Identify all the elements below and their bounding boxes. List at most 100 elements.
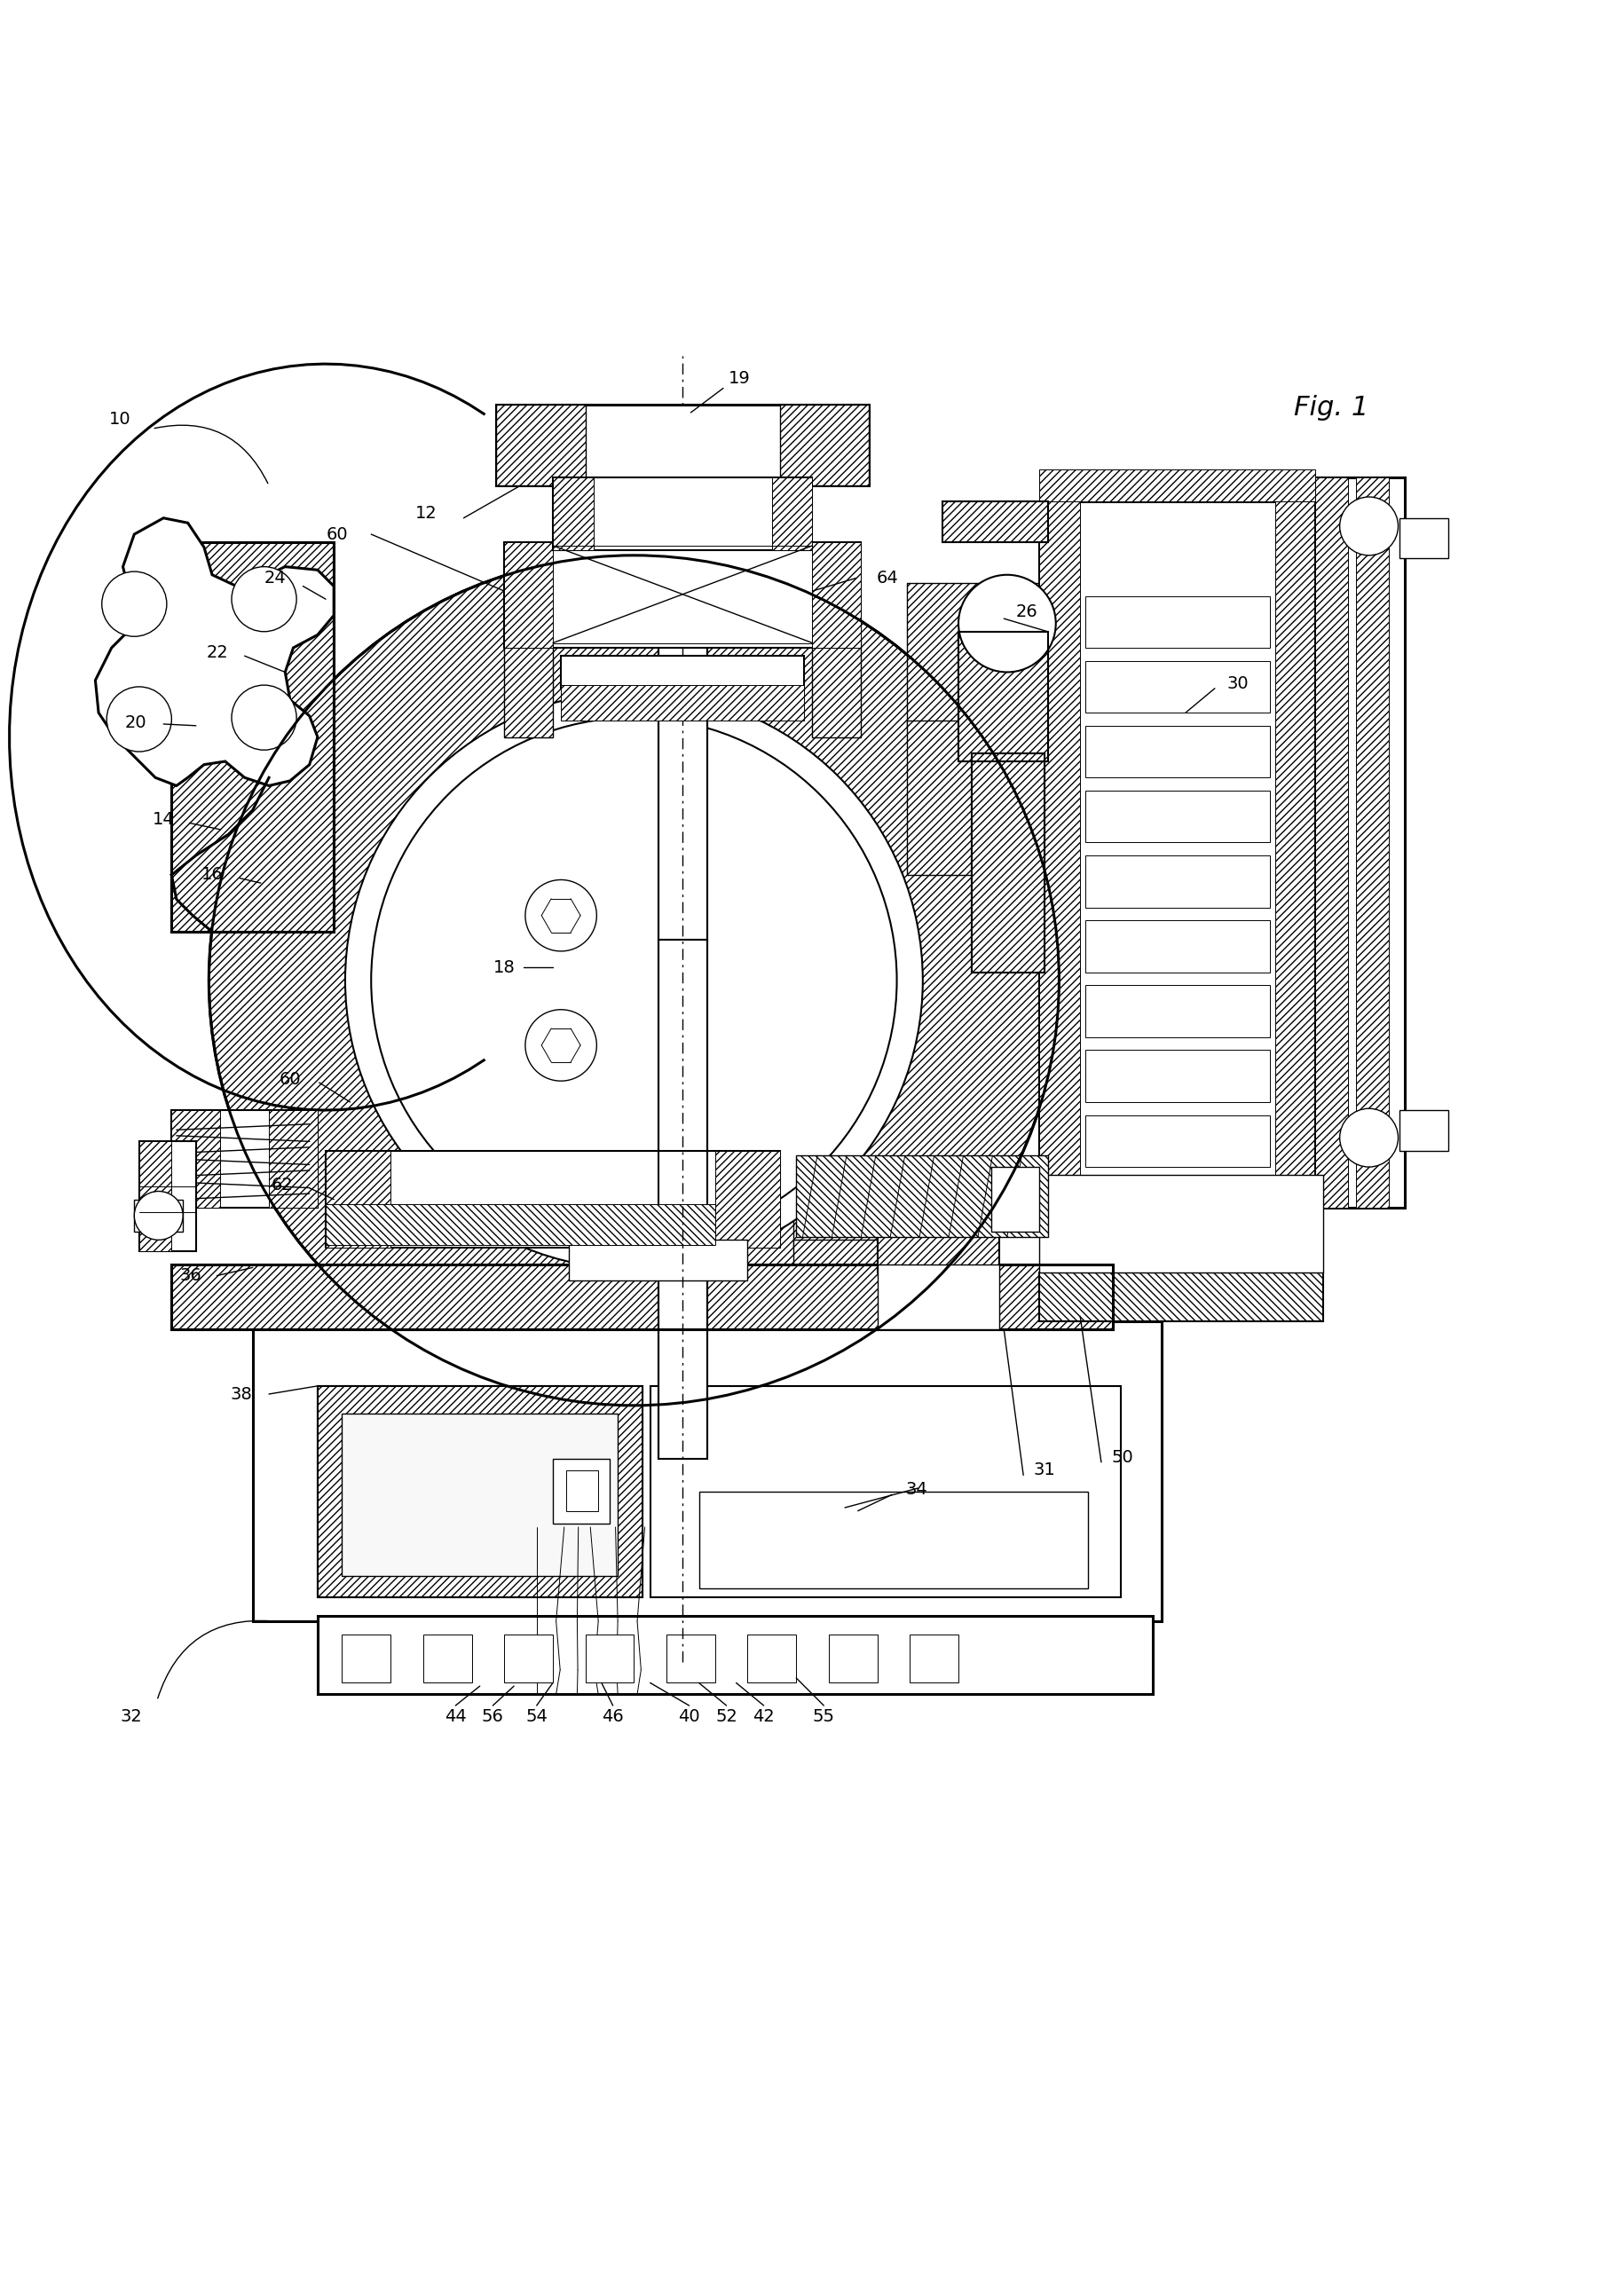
Bar xyxy=(1315,476,1403,1207)
Bar xyxy=(747,1634,796,1684)
Bar xyxy=(172,1110,221,1207)
Bar xyxy=(1085,726,1270,778)
Circle shape xyxy=(232,685,296,751)
Bar xyxy=(793,1166,979,1248)
Bar xyxy=(422,1634,471,1684)
Bar xyxy=(560,685,804,722)
Bar xyxy=(958,631,1047,762)
Circle shape xyxy=(209,556,1059,1405)
Bar xyxy=(503,542,552,649)
Text: 64: 64 xyxy=(875,570,898,585)
Bar xyxy=(495,404,585,486)
Bar xyxy=(503,640,552,737)
Text: 46: 46 xyxy=(601,1709,624,1724)
Bar xyxy=(1398,517,1447,558)
Text: 24: 24 xyxy=(265,570,286,585)
Bar xyxy=(906,583,1044,728)
Text: 32: 32 xyxy=(120,1709,141,1724)
Bar xyxy=(698,1491,1088,1588)
Bar xyxy=(552,1459,609,1525)
Text: 18: 18 xyxy=(494,960,515,976)
Bar xyxy=(1275,501,1315,1182)
Bar xyxy=(585,1634,633,1684)
Bar xyxy=(796,1155,1047,1237)
Bar xyxy=(877,1232,999,1273)
Circle shape xyxy=(958,574,1056,672)
Bar xyxy=(325,1205,715,1246)
Bar xyxy=(666,1634,715,1684)
Circle shape xyxy=(135,1191,184,1239)
Bar xyxy=(958,631,1047,762)
Text: 60: 60 xyxy=(326,526,348,542)
Bar xyxy=(565,1470,598,1511)
Bar xyxy=(771,476,812,551)
Text: 31: 31 xyxy=(1033,1461,1056,1479)
Bar xyxy=(971,753,1044,973)
Bar xyxy=(1039,501,1315,1182)
Polygon shape xyxy=(96,517,333,785)
Text: 16: 16 xyxy=(201,867,222,883)
Bar xyxy=(172,1264,1112,1330)
Bar xyxy=(317,1386,641,1597)
Bar xyxy=(1085,985,1270,1037)
Bar xyxy=(552,476,812,551)
Bar xyxy=(135,1200,184,1232)
Circle shape xyxy=(525,880,596,951)
Circle shape xyxy=(232,567,296,631)
Bar xyxy=(1039,501,1080,1182)
Bar xyxy=(552,476,593,551)
Bar xyxy=(253,1321,1161,1620)
Bar xyxy=(140,1141,172,1250)
Bar xyxy=(172,1110,317,1207)
Bar xyxy=(270,1110,317,1207)
Bar xyxy=(877,1264,999,1330)
Bar xyxy=(1354,476,1387,1207)
Bar xyxy=(317,1386,641,1597)
Bar xyxy=(650,1386,1121,1597)
Bar xyxy=(325,1150,780,1248)
Bar xyxy=(812,640,861,737)
Text: 19: 19 xyxy=(728,370,750,388)
Bar xyxy=(991,1166,1039,1232)
Bar xyxy=(341,1634,390,1684)
Bar xyxy=(317,1386,641,1597)
Text: 44: 44 xyxy=(445,1709,466,1724)
Text: 14: 14 xyxy=(153,812,174,828)
Text: 40: 40 xyxy=(677,1709,700,1724)
Circle shape xyxy=(370,717,896,1243)
Bar xyxy=(1085,1114,1270,1166)
Bar xyxy=(172,542,333,933)
Bar xyxy=(1085,1051,1270,1103)
Circle shape xyxy=(102,572,167,635)
Text: 34: 34 xyxy=(905,1482,927,1498)
Bar xyxy=(503,542,861,649)
Bar xyxy=(971,753,1044,973)
Circle shape xyxy=(525,1010,596,1080)
Bar xyxy=(172,1264,1112,1330)
Text: 52: 52 xyxy=(715,1709,737,1724)
Text: 12: 12 xyxy=(416,504,437,522)
Text: 36: 36 xyxy=(180,1266,201,1284)
Text: 60: 60 xyxy=(279,1071,300,1087)
Text: 38: 38 xyxy=(231,1386,252,1402)
Bar xyxy=(503,1634,552,1684)
Bar xyxy=(1315,476,1346,1207)
Bar xyxy=(971,753,1044,973)
Bar xyxy=(658,939,706,1459)
Bar xyxy=(1085,660,1270,712)
Bar xyxy=(568,1239,747,1280)
Bar xyxy=(140,1141,197,1250)
Text: 22: 22 xyxy=(206,644,227,660)
Text: 30: 30 xyxy=(1226,676,1247,692)
Bar xyxy=(1085,790,1270,842)
Text: Fig. 1: Fig. 1 xyxy=(1294,395,1369,420)
Bar xyxy=(1039,1175,1324,1273)
Circle shape xyxy=(344,692,922,1268)
Text: 42: 42 xyxy=(752,1709,775,1724)
Bar xyxy=(793,1239,979,1330)
Bar xyxy=(958,631,1047,762)
Text: 26: 26 xyxy=(1015,604,1038,619)
Bar xyxy=(715,1150,780,1248)
Bar xyxy=(317,1616,1153,1695)
Bar xyxy=(1039,470,1315,501)
